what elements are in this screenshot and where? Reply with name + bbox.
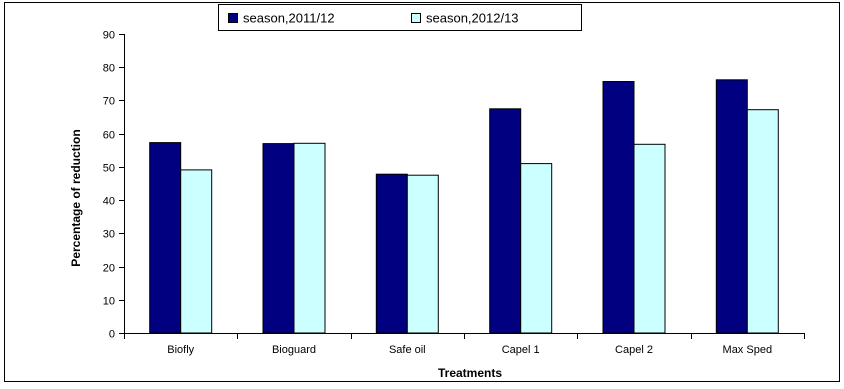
bar-series-2 xyxy=(520,163,553,334)
bar-series-1 xyxy=(715,79,748,334)
legend-swatch-series-1 xyxy=(228,13,238,23)
bar-series-2 xyxy=(633,143,666,334)
legend-label-series-2: season,2012/13 xyxy=(426,11,519,26)
legend: season,2011/12 season,2012/13 xyxy=(218,4,582,31)
y-tick-label: 40 xyxy=(103,196,115,208)
x-category-label: Biofly xyxy=(167,344,194,356)
y-tick-label: 70 xyxy=(103,96,115,108)
y-tick-label: 90 xyxy=(103,30,115,42)
legend-swatch-series-2 xyxy=(411,13,421,23)
x-category-label: Bioguard xyxy=(272,344,316,356)
x-axis-title: Treatments xyxy=(438,366,502,380)
bar-series-1 xyxy=(602,81,635,334)
x-category-label: Capel 2 xyxy=(615,344,653,356)
bar-series-1 xyxy=(149,142,182,334)
y-axis: 0 10 20 30 40 50 60 70 80 90 xyxy=(103,30,125,341)
y-axis-title: Percentage of reduction xyxy=(69,129,83,266)
legend-label-series-1: season,2011/12 xyxy=(243,11,335,26)
y-tick-label: 20 xyxy=(103,263,115,275)
y-tick-label: 0 xyxy=(109,329,115,341)
legend-box xyxy=(218,4,582,31)
bar-series-2 xyxy=(180,169,213,334)
y-tick-label: 50 xyxy=(103,163,115,175)
y-tick-label: 10 xyxy=(103,296,115,308)
y-tick-label: 80 xyxy=(103,63,115,75)
x-category-label: Capel 1 xyxy=(502,344,540,356)
bar-series-1 xyxy=(375,173,408,334)
x-category-label: Safe oil xyxy=(389,344,426,356)
bar-series-2 xyxy=(293,142,326,334)
y-tick-label: 60 xyxy=(103,130,115,142)
x-axis: Biofly Bioguard Safe oil Capel 1 Capel 2 Max … xyxy=(124,333,805,356)
x-category-label: Max Sped xyxy=(723,344,773,356)
bar-series-2 xyxy=(746,109,779,334)
bar-series-1 xyxy=(489,108,522,334)
bars xyxy=(149,79,779,334)
y-tick-label: 30 xyxy=(103,229,115,241)
legend-item-1: season,2011/12 xyxy=(228,11,335,26)
bar-series-2 xyxy=(406,174,439,334)
legend-item-2: season,2012/13 xyxy=(411,11,519,26)
bar-series-1 xyxy=(262,143,295,334)
